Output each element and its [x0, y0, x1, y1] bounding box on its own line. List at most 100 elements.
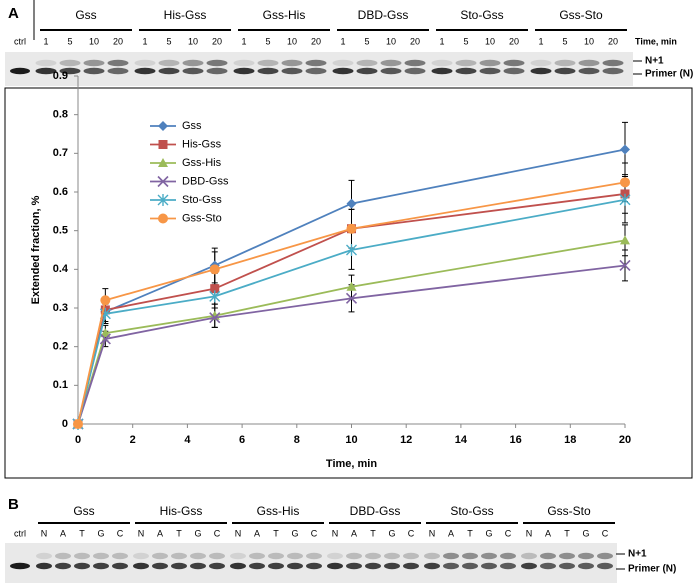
- gel-band: [93, 562, 109, 570]
- lane-label: 5: [265, 36, 270, 46]
- gel-band: [107, 67, 129, 75]
- gel-band: [530, 59, 552, 67]
- legend-marker: [157, 175, 169, 188]
- gel-band: [268, 552, 284, 560]
- marker: [210, 284, 220, 294]
- gel-band: [327, 562, 343, 570]
- gel-band: [55, 562, 71, 570]
- marker: [345, 292, 358, 304]
- lane-label: 1: [340, 36, 345, 46]
- marker: [209, 264, 220, 275]
- lane-label: 5: [562, 36, 567, 46]
- legend-marker: [158, 140, 168, 149]
- legend-label: Gss: [182, 120, 202, 132]
- y-tick-label: 0.1: [53, 379, 68, 391]
- lane-label: 1: [538, 36, 543, 46]
- panel-label: B: [8, 496, 19, 513]
- gel-band: [404, 67, 426, 75]
- gel-band: [268, 562, 284, 570]
- gel-band: [559, 552, 575, 560]
- gel-band: [152, 552, 168, 560]
- gel-band: [74, 552, 90, 560]
- gel-band: [597, 552, 613, 560]
- lane-label: T: [564, 528, 570, 538]
- lane-label: 5: [463, 36, 468, 46]
- lane-label: N: [332, 528, 339, 538]
- gel-band: [346, 562, 362, 570]
- marker: [346, 223, 357, 234]
- gel-band: [540, 552, 556, 560]
- gel-band: [249, 562, 265, 570]
- legend-marker: [157, 194, 169, 206]
- gel-band: [479, 59, 501, 67]
- gel-band: [597, 562, 613, 570]
- gel-band: [59, 67, 81, 75]
- lane-label: C: [505, 528, 512, 538]
- marker: [99, 333, 111, 345]
- gel-band: [356, 59, 378, 67]
- lane-label: 20: [113, 36, 123, 46]
- x-tick-label: 18: [564, 434, 576, 446]
- lane-label: G: [582, 528, 589, 538]
- panel-label: A: [8, 5, 19, 22]
- lane-label: 10: [485, 36, 495, 46]
- gel-band: [503, 67, 525, 75]
- lane-label: C: [117, 528, 124, 538]
- gel-image: [5, 543, 617, 583]
- gel-band: [455, 67, 477, 75]
- gel-band: [602, 67, 624, 75]
- gel-band: [306, 552, 322, 560]
- x-tick-label: 20: [619, 434, 631, 446]
- gel-band: [481, 552, 497, 560]
- gel-band: [257, 67, 279, 75]
- lane-label: G: [291, 528, 298, 538]
- gel-band: [424, 552, 440, 560]
- lane-label: C: [311, 528, 318, 538]
- gel-band: [431, 67, 453, 75]
- legend-label: His-Gss: [182, 138, 222, 150]
- gel-band: [36, 562, 52, 570]
- gel-band: [171, 562, 187, 570]
- gel-band: [55, 552, 71, 560]
- lane-label: A: [254, 528, 260, 538]
- lane-label: N: [41, 528, 48, 538]
- gel-band: [559, 562, 575, 570]
- lane-label: 20: [608, 36, 618, 46]
- lane-label: 1: [142, 36, 147, 46]
- x-tick-label: 10: [345, 434, 357, 446]
- lane-label: A: [157, 528, 163, 538]
- gel-band: [10, 67, 30, 75]
- lane-label: 10: [584, 36, 594, 46]
- marker: [346, 244, 357, 256]
- gel-band: [521, 552, 537, 560]
- gel-band: [443, 562, 459, 570]
- gel-band: [230, 552, 246, 560]
- gel-band: [530, 67, 552, 75]
- legend-label: Gss-His: [182, 157, 222, 169]
- x-tick-label: 2: [130, 434, 136, 446]
- gel-band: [133, 562, 149, 570]
- gel-band: [306, 562, 322, 570]
- gel-band: [35, 59, 57, 67]
- gel-band: [540, 562, 556, 570]
- gel-band: [443, 552, 459, 560]
- gel-band: [500, 562, 516, 570]
- gel-band: [74, 562, 90, 570]
- x-tick-label: 16: [509, 434, 521, 446]
- legend-marker: [158, 213, 168, 224]
- group-label: Gss: [75, 8, 96, 22]
- y-tick-label: 0.3: [53, 302, 68, 314]
- gel-band: [10, 562, 30, 570]
- gel-band: [287, 552, 303, 560]
- gel-band: [112, 552, 128, 560]
- y-axis-label: Extended fraction, %: [30, 195, 42, 304]
- group-label: Gss: [73, 504, 94, 518]
- y-tick-label: 0.2: [53, 341, 68, 353]
- lane-label: 1: [43, 36, 48, 46]
- group-label: DBD-Gss: [358, 8, 409, 22]
- gel-band: [365, 552, 381, 560]
- lane-label: A: [545, 528, 551, 538]
- gel-band: [380, 67, 402, 75]
- gel-band: [182, 59, 204, 67]
